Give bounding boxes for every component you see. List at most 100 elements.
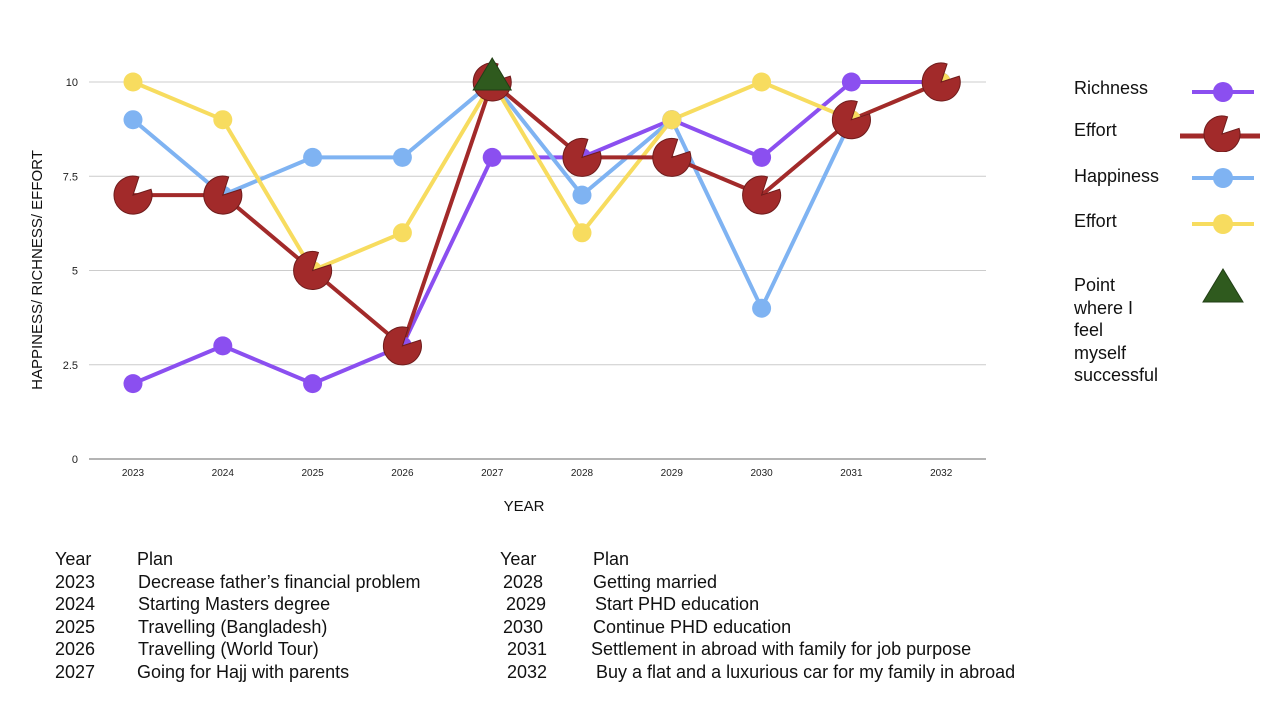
plan-header-plan: Plan: [137, 549, 174, 569]
plan-row: 2024 Starting Masters degree: [55, 593, 485, 616]
plan-table-left: Year Plan 2023 Decrease father’s financi…: [55, 548, 485, 683]
series-line-effort-3: [131, 80, 944, 348]
plan-row: 2028 Getting married: [500, 571, 1060, 594]
plan-year: 2028: [503, 571, 544, 592]
line-chart: 0 2.5 5 7.5 10 2023 2024 2025 2026 2027 2028 2029 20…: [29, 57, 986, 515]
success-line-5: successful: [1074, 365, 1159, 385]
plan-text: Decrease father’s financial problem: [138, 571, 421, 592]
x-tick-label: 2028: [571, 468, 594, 479]
data-point-effort: [662, 110, 682, 130]
x-tick-label: 2024: [212, 468, 235, 479]
series-lines: [131, 80, 944, 386]
plan-year: 2025: [55, 616, 96, 637]
legend-swatch-richness: [1192, 82, 1254, 102]
plan-row: 2026 Travelling (World Tour): [55, 638, 485, 661]
success-line-3: feel: [1074, 320, 1104, 340]
x-tick-label: 2026: [391, 468, 414, 479]
plan-header-year: Year: [500, 549, 537, 569]
plan-row: 2030 Continue PHD education: [500, 616, 1060, 639]
data-point-effort-red: [203, 175, 243, 215]
legend-label-effort-red: Effort: [1074, 120, 1117, 140]
legend-swatch-happiness: [1192, 168, 1254, 188]
plan-row: 2027 Going for Hajj with parents: [55, 661, 485, 684]
data-point-effort-red: [382, 326, 422, 366]
x-tick-label: 2027: [481, 468, 504, 479]
data-point-effort-red: [742, 175, 782, 215]
plan-text: Travelling (World Tour): [138, 639, 319, 659]
success-triangle-icon: [472, 57, 513, 91]
data-point-richness: [841, 72, 861, 92]
legend-circle-icon: [1213, 214, 1233, 234]
plan-text: Settlement in abroad with family for job…: [591, 639, 972, 659]
legend: Richness Effort Happiness Effort Point w…: [1074, 70, 1274, 400]
y-tick-label: 2.5: [63, 360, 78, 372]
x-axis-title: YEAR: [504, 498, 545, 515]
data-point-effort-red: [921, 62, 961, 102]
y-axis-title: HAPPINESS/ RICHNESS/ EFFORT: [29, 150, 46, 390]
data-point-effort-red: [293, 251, 333, 290]
plan-text: Getting married: [593, 571, 718, 592]
data-point-effort: [123, 72, 143, 92]
legend-pacman-icon: [1203, 115, 1241, 152]
data-point-effort: [392, 223, 412, 243]
y-tick-label: 7.5: [63, 171, 78, 183]
series-line-effort-2: [131, 80, 944, 273]
grid-lines: [89, 81, 986, 366]
plan-text: Continue PHD education: [593, 616, 792, 637]
plan-year: 2024: [55, 594, 96, 614]
legend-label-richness: Richness: [1074, 78, 1149, 98]
plan-row: 2031 Settlement in abroad with family fo…: [500, 638, 1060, 661]
data-point-effort-red: [652, 137, 692, 177]
series-markers: [113, 57, 961, 394]
plan-year: 2032: [507, 661, 548, 682]
plan-text: Going for Hajj with parents: [137, 661, 350, 682]
data-point-happiness: [392, 147, 412, 167]
y-tick-label: 0: [72, 454, 78, 466]
legend-swatch-success-triangle-icon: [1202, 268, 1244, 303]
plan-row: 2023 Decrease father’s financial problem: [55, 571, 485, 594]
data-point-effort-red: [113, 175, 153, 215]
plan-header-row: Year Plan: [500, 548, 1060, 571]
legend-label-success: Point where I feel myself successful: [1074, 274, 1158, 387]
data-point-richness: [303, 374, 323, 394]
plan-row: 2032 Buy a flat and a luxurious car for …: [500, 661, 1060, 684]
data-point-happiness: [123, 110, 143, 130]
data-point-effort-red: [831, 100, 871, 140]
x-tick-label: 2030: [750, 468, 773, 479]
plan-year: 2027: [55, 661, 96, 682]
data-point-effort: [572, 223, 592, 243]
x-tick-label: 2023: [122, 468, 145, 479]
data-point-happiness: [303, 147, 323, 167]
data-point-richness: [752, 147, 772, 167]
plan-year: 2030: [503, 616, 544, 637]
data-point-richness: [482, 147, 502, 167]
x-tick-label: 2032: [930, 468, 953, 479]
axes: 0 2.5 5 7.5 10 2023 2024 2025 2026 2027 2028 2029 20…: [63, 77, 986, 479]
legend-circle-icon: [1213, 82, 1233, 102]
data-point-richness: [213, 336, 233, 356]
y-tick-label: 10: [66, 77, 78, 89]
legend-label-happiness: Happiness: [1074, 166, 1160, 186]
plan-row: 2029 Start PHD education: [500, 593, 1060, 616]
legend-label-effort-yellow: Effort: [1074, 211, 1117, 231]
plan-row: 2025 Travelling (Bangladesh): [55, 616, 485, 639]
plan-year: 2029: [506, 594, 547, 614]
data-point-happiness: [752, 298, 772, 318]
plan-text: Start PHD education: [595, 594, 760, 614]
plan-header-plan: Plan: [593, 549, 630, 569]
success-line-4: myself: [1074, 342, 1127, 363]
x-tick-label: 2025: [301, 468, 324, 479]
plan-year: 2023: [55, 571, 96, 592]
plan-text: Travelling (Bangladesh): [138, 616, 328, 637]
series-line-richness-0: [131, 80, 944, 386]
data-point-effort: [213, 110, 233, 130]
plan-header-row: Year Plan: [55, 548, 485, 571]
success-line-2: where I: [1074, 297, 1134, 318]
plan-year: 2026: [55, 639, 96, 659]
x-tick-label: 2031: [840, 468, 863, 479]
plan-year: 2031: [507, 639, 548, 659]
plan-header-year: Year: [55, 549, 92, 569]
y-tick-label: 5: [72, 266, 78, 278]
data-point-effort: [752, 72, 772, 92]
success-line-1: Point: [1074, 275, 1116, 295]
